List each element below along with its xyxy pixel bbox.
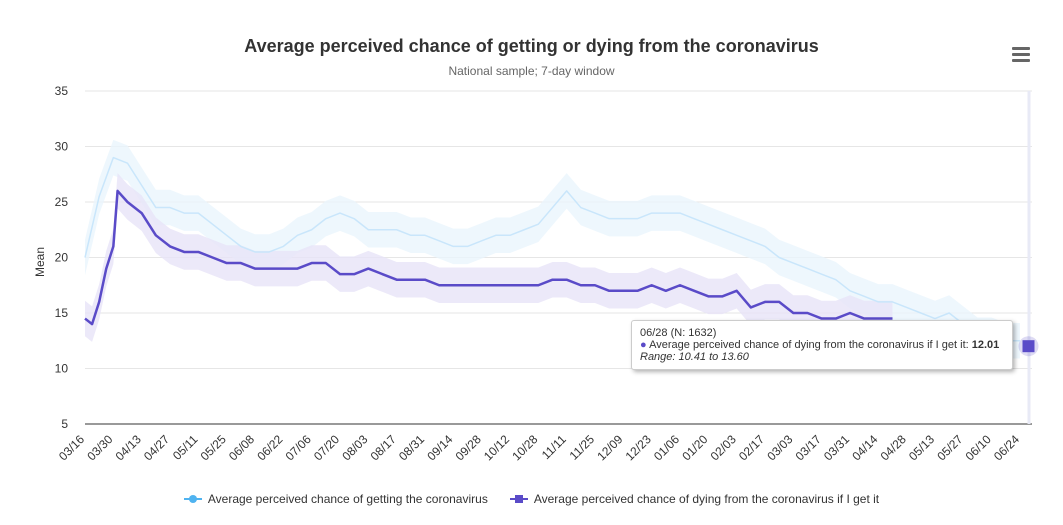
y-tick-label: 15 bbox=[55, 306, 69, 320]
legend-label: Average perceived chance of getting the … bbox=[207, 492, 488, 506]
tooltip-series-row: ● Average perceived chance of dying from… bbox=[640, 339, 1000, 351]
x-tick-label: 03/16 bbox=[56, 432, 87, 463]
legend-square-marker-icon bbox=[509, 495, 528, 503]
x-tick-label: 04/27 bbox=[141, 432, 172, 463]
x-tick-label: 10/12 bbox=[481, 432, 512, 463]
series-line-1 bbox=[84, 189, 893, 326]
x-tick-label: 07/20 bbox=[311, 432, 342, 463]
x-tick-label: 06/08 bbox=[226, 432, 257, 463]
range-band bbox=[85, 173, 893, 342]
x-tick-label: 05/11 bbox=[170, 432, 201, 463]
x-tick-label: 08/03 bbox=[339, 432, 370, 463]
tooltip-header: 06/28 (N: 1632) bbox=[640, 327, 717, 339]
x-tick-label: 04/13 bbox=[113, 432, 144, 463]
x-tick-label: 08/31 bbox=[396, 432, 427, 463]
x-tick-label: 03/31 bbox=[821, 432, 852, 463]
legend-circle-marker-icon bbox=[183, 495, 202, 503]
x-tick-label: 05/27 bbox=[934, 432, 965, 463]
x-tick-label: 01/06 bbox=[651, 432, 682, 463]
legend-item-dying[interactable]: Average perceived chance of dying from t… bbox=[509, 492, 880, 506]
tooltip-series-label: Average perceived chance of dying from t… bbox=[649, 339, 969, 351]
x-tick-label: 06/10 bbox=[963, 432, 994, 463]
legend-label: Average perceived chance of dying from t… bbox=[533, 492, 880, 506]
hamburger-menu-icon[interactable] bbox=[1012, 47, 1030, 63]
x-tick-label: 08/17 bbox=[368, 432, 399, 463]
y-tick-label: 5 bbox=[61, 417, 68, 431]
x-tick-label: 03/17 bbox=[793, 432, 824, 463]
y-axis-title: Mean bbox=[33, 247, 47, 277]
x-tick-label: 10/28 bbox=[509, 432, 540, 463]
x-tick-label: 07/06 bbox=[283, 432, 314, 463]
x-tick-label: 06/24 bbox=[991, 432, 1022, 463]
x-tick-label: 09/28 bbox=[453, 432, 484, 463]
x-tick-label: 01/20 bbox=[679, 432, 710, 463]
legend: Average perceived chance of getting the … bbox=[0, 492, 1063, 506]
highlight-point bbox=[1022, 340, 1035, 353]
x-tick-label: 06/22 bbox=[254, 432, 285, 463]
chart-subtitle: National sample; 7-day window bbox=[448, 64, 615, 78]
y-tick-label: 10 bbox=[55, 362, 69, 376]
x-tick-label: 04/28 bbox=[878, 432, 909, 463]
legend-item-getting[interactable]: Average perceived chance of getting the … bbox=[183, 492, 488, 506]
x-tick-label: 05/25 bbox=[198, 432, 229, 463]
x-tick-label: 12/23 bbox=[623, 432, 654, 463]
range-band bbox=[85, 139, 1020, 359]
x-tick-label: 04/14 bbox=[849, 432, 880, 463]
x-tick-label: 03/30 bbox=[84, 432, 115, 463]
y-tick-label: 25 bbox=[55, 195, 69, 209]
x-tick-label: 09/14 bbox=[424, 432, 455, 463]
x-tick-label: 11/25 bbox=[567, 432, 598, 463]
series-line-0 bbox=[84, 156, 1020, 342]
x-tick-label: 02/17 bbox=[736, 432, 767, 463]
x-tick-label: 03/03 bbox=[764, 432, 795, 463]
y-tick-label: 20 bbox=[55, 251, 69, 265]
y-tick-label: 30 bbox=[55, 140, 69, 154]
x-tick-label: 05/13 bbox=[906, 432, 937, 463]
tooltip-value: 12.01 bbox=[971, 339, 1000, 351]
tooltip: 06/28 (N: 1632) ● Average perceived chan… bbox=[631, 320, 1013, 370]
x-tick-label: 11/11 bbox=[539, 432, 569, 462]
y-tick-label: 35 bbox=[55, 84, 69, 98]
x-tick-label: 12/09 bbox=[594, 432, 625, 463]
x-tick-label: 02/03 bbox=[708, 432, 739, 463]
chart-title: Average perceived chance of getting or d… bbox=[244, 36, 819, 56]
tooltip-range: Range: 10.41 to 13.60 bbox=[640, 351, 749, 363]
